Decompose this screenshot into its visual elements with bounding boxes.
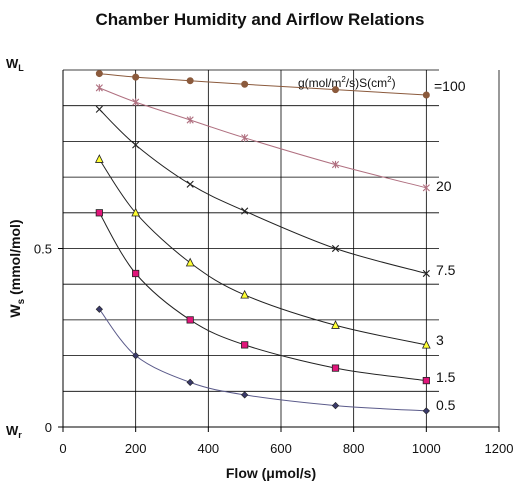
data-point — [95, 70, 103, 78]
data-point — [241, 80, 249, 88]
data-point — [331, 364, 340, 372]
data-point — [95, 84, 103, 92]
data-point — [422, 184, 430, 192]
data-point — [241, 207, 249, 215]
y-tick-label: 0 — [45, 420, 52, 435]
data-point — [132, 73, 140, 81]
data-point — [241, 391, 249, 399]
data-point — [94, 154, 104, 163]
data-point — [186, 378, 194, 386]
data-point — [186, 316, 194, 324]
x-tick-label: 1000 — [412, 441, 441, 456]
data-point — [331, 401, 340, 410]
x-tick-label: 1200 — [485, 441, 514, 456]
series-line — [98, 158, 427, 346]
data-point — [422, 269, 430, 278]
data-point — [185, 257, 195, 267]
data-point — [240, 289, 250, 299]
x-tick-label: 400 — [197, 441, 219, 456]
data-point — [186, 77, 194, 85]
data-point — [331, 320, 340, 329]
data-point — [132, 351, 140, 360]
series-label: 1.5 — [436, 369, 456, 385]
chart-title: Chamber Humidity and Airflow Relations — [95, 10, 425, 29]
y-bound-label: Wr — [6, 423, 22, 440]
data-point — [331, 244, 340, 253]
data-point — [95, 209, 103, 217]
series-label: 3 — [436, 332, 444, 348]
series-label: =100 — [434, 78, 466, 94]
y-tick-label: 0.5 — [34, 242, 52, 257]
data-point — [186, 116, 194, 124]
data-point — [186, 180, 194, 188]
series-label: 7.5 — [436, 262, 456, 278]
x-tick-label: 800 — [343, 441, 365, 456]
series-line — [99, 87, 427, 189]
data-point — [132, 269, 140, 278]
data-point — [241, 134, 249, 142]
data-point — [95, 305, 103, 313]
data-point — [131, 207, 141, 217]
data-point — [422, 407, 430, 415]
data-point — [331, 86, 339, 94]
x-tick-label: 200 — [125, 441, 147, 456]
data-point — [331, 160, 340, 169]
legend-header: g(mol/m2/s)S(cm2) — [298, 75, 396, 90]
x-tick-label: 600 — [270, 441, 292, 456]
x-tick-label: 0 — [59, 441, 66, 456]
series-line — [98, 308, 427, 412]
data-point — [422, 376, 430, 385]
y-axis-label: Ws (mmol/mol) — [7, 219, 27, 317]
series-label: 20 — [436, 178, 452, 194]
series-line — [98, 212, 427, 382]
x-axis-label: Flow (μmol/s) — [226, 465, 316, 481]
y-bound-label: WL — [6, 56, 24, 73]
data-point — [422, 91, 430, 99]
series-label: 0.5 — [436, 397, 456, 413]
data-point — [132, 141, 140, 149]
data-point — [132, 98, 140, 106]
data-point — [421, 339, 431, 349]
data-point — [95, 105, 103, 113]
data-point — [241, 341, 249, 349]
